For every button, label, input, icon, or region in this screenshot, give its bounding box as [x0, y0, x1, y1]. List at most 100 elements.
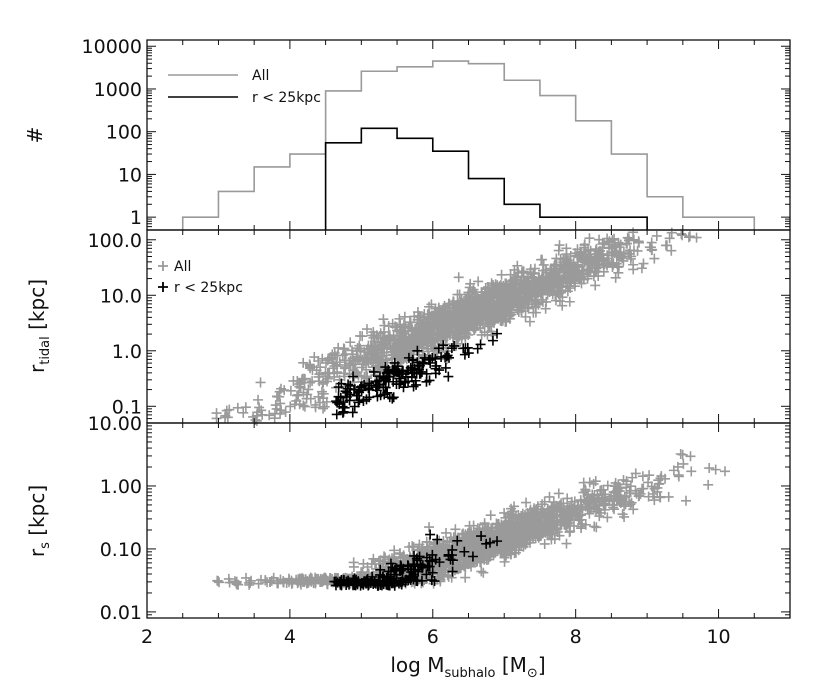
scatter-point-all — [459, 561, 470, 572]
scatter-point-all — [545, 508, 556, 519]
scatter-point-r25 — [463, 348, 474, 359]
scatter-point-all — [383, 331, 394, 342]
scatter-point-all — [495, 548, 506, 559]
x-label-unit-sub: ⊙ — [527, 666, 538, 681]
scatter-point-all — [404, 541, 415, 552]
scatter-point-all — [520, 292, 531, 303]
scatter-point-all — [481, 295, 492, 306]
scatter-point-all — [451, 325, 462, 336]
scatter-point-all — [565, 283, 576, 294]
scatter-point-all — [630, 468, 641, 479]
scatter-point-r25 — [412, 360, 423, 371]
scatter-point-r25 — [361, 394, 372, 405]
scatter-point-all — [516, 510, 527, 521]
scatter-point-all — [537, 265, 548, 276]
scatter-point-all — [372, 360, 383, 371]
scatter-point-all — [608, 502, 619, 513]
scatter-point-all — [483, 319, 494, 330]
scatter-point-all — [509, 287, 520, 298]
scatter-point-r25 — [343, 379, 354, 390]
scatter-point-r25 — [405, 362, 416, 373]
scatter-point-all — [517, 508, 528, 519]
rtidal-y-label-main: r — [25, 364, 49, 373]
scatter-point-r25 — [392, 367, 403, 378]
scatter-point-all — [475, 552, 486, 563]
scatter-point-all — [638, 483, 649, 494]
scatter-point-all — [309, 352, 320, 363]
scatter-point-all — [556, 519, 567, 530]
histogram-y-axis-label: # — [23, 127, 47, 144]
scatter-point-all — [663, 491, 674, 502]
scatter-point-all — [295, 378, 306, 389]
scatter-point-all — [378, 314, 389, 325]
scatter-point-all — [496, 269, 507, 280]
scatter-point-r25 — [427, 567, 438, 578]
x-axis-label: log Msubhalo [M⊙] — [390, 653, 545, 681]
scatter-point-all — [564, 507, 575, 518]
scatter-point-all — [369, 330, 380, 341]
scatter-point-all — [646, 481, 657, 492]
scatter-point-r25 — [430, 554, 441, 565]
scatter-point-all — [224, 404, 235, 415]
scatter-point-r25 — [372, 391, 383, 402]
panel-rtidal: 0.1 1.0 10.0 100.0 rtidal [kpc] All r < 25k… — [25, 227, 791, 426]
scatter-point-all — [445, 310, 456, 321]
scatter-point-r25 — [452, 535, 463, 546]
scatter-point-all — [298, 357, 309, 368]
scatter-point-all — [389, 545, 400, 556]
scatter-point-r25 — [371, 376, 382, 387]
scatter-point-all — [363, 340, 374, 351]
y-tick-label: 100 — [106, 122, 142, 144]
scatter-point-all — [254, 402, 265, 413]
scatter-point-r25 — [374, 371, 385, 382]
scatter-point-all — [528, 278, 539, 289]
scatter-point-all — [683, 232, 694, 243]
scatter-point-all — [562, 277, 573, 288]
y-tick-label: 100.0 — [88, 230, 142, 252]
scatter-point-r25 — [388, 376, 399, 387]
x-tick-label: 6 — [427, 626, 439, 648]
scatter-point-all — [579, 242, 590, 253]
scatter-point-all — [646, 237, 657, 248]
scatter-point-all — [285, 385, 296, 396]
scatter-point-all — [561, 243, 572, 254]
x-tick-label: 10 — [706, 626, 730, 648]
scatter-point-all — [348, 557, 359, 568]
scatter-point-all — [345, 337, 356, 348]
scatter-point-all — [362, 371, 373, 382]
scatter-point-r25 — [484, 537, 495, 548]
scatter-point-r25 — [380, 374, 391, 385]
scatter-point-r25 — [447, 566, 458, 577]
scatter-point-all — [569, 263, 580, 274]
scatter-point-all — [505, 269, 516, 280]
scatter-point-all — [509, 523, 520, 534]
scatter-point-all — [554, 504, 565, 515]
scatter-point-all — [397, 333, 408, 344]
scatter-point-all — [425, 337, 436, 348]
scatter-point-all — [609, 481, 620, 492]
scatter-point-all — [613, 250, 624, 261]
scatter-point-all — [285, 401, 296, 412]
scatter-point-all — [710, 464, 721, 475]
scatter-point-all — [293, 389, 304, 400]
scatter-point-all — [499, 538, 510, 549]
scatter-point-all — [504, 543, 515, 554]
scatter-point-all — [506, 510, 517, 521]
scatter-point-all — [501, 316, 512, 327]
scatter-point-all — [506, 533, 517, 544]
scatter-point-r25 — [417, 562, 428, 573]
rs-y-label-unit: [kpc] — [25, 485, 49, 542]
scatter-point-all — [500, 524, 511, 535]
scatter-point-all — [508, 534, 519, 545]
scatter-point-all — [434, 309, 445, 320]
scatter-point-all — [572, 502, 583, 513]
scatter-point-all — [597, 242, 608, 253]
scatter-point-all — [492, 307, 503, 318]
scatter-point-r25 — [331, 409, 342, 420]
scatter-point-all — [499, 507, 510, 518]
scatter-point-all — [361, 324, 372, 335]
scatter-point-all — [426, 320, 437, 331]
scatter-point-all — [593, 270, 604, 281]
scatter-point-all — [611, 249, 622, 260]
